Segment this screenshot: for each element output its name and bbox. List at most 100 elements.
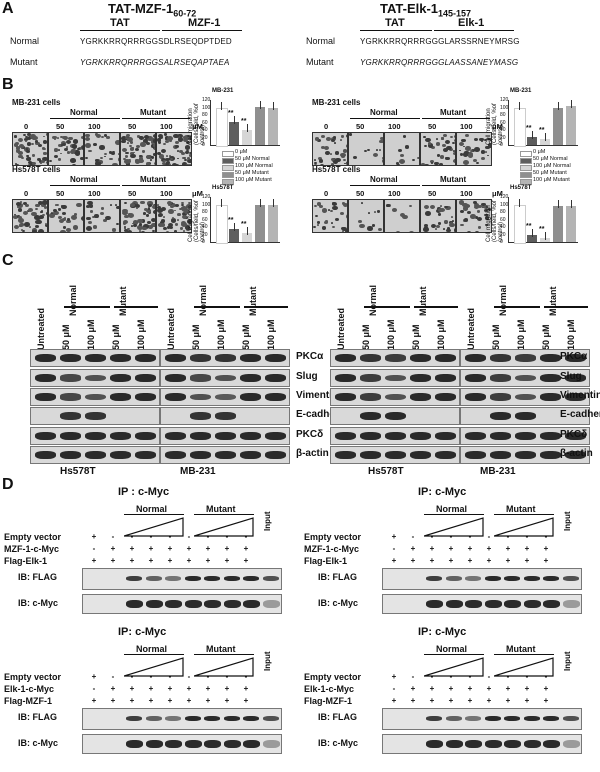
cell-blob xyxy=(50,211,54,214)
seg-mzf-left: MZF-1 xyxy=(188,17,221,29)
cell-blob xyxy=(476,216,483,222)
protein-band xyxy=(223,576,240,581)
cell-blob xyxy=(118,152,119,155)
protein-band xyxy=(385,451,406,459)
protein-band xyxy=(215,432,236,440)
cell-blob xyxy=(315,137,320,141)
cell-blob xyxy=(462,152,469,157)
blot-strip xyxy=(460,446,590,464)
minus-sign: - xyxy=(487,672,491,681)
legend-swatch xyxy=(222,165,234,171)
bar xyxy=(268,107,278,145)
protein-band xyxy=(265,451,286,459)
cell-line-label: MB-231 cells xyxy=(312,98,361,107)
dose-label: 100 xyxy=(88,122,101,131)
cell-blob xyxy=(13,143,19,147)
bar xyxy=(229,121,239,145)
lane-label: 50 μM xyxy=(411,324,421,350)
cell-blob xyxy=(167,204,171,207)
cell-blob xyxy=(449,223,455,228)
cell-blob xyxy=(321,134,326,138)
cell-blob xyxy=(134,148,139,152)
condition-label: Elk-1-c-Myc xyxy=(304,684,355,694)
cell-blob xyxy=(14,141,19,146)
protein-band xyxy=(435,432,456,440)
minus-sign: - xyxy=(149,672,153,681)
cell-blob xyxy=(42,135,46,138)
cell-blob xyxy=(180,231,183,232)
protein-band xyxy=(135,354,156,362)
plus-sign: + xyxy=(429,556,435,565)
cell-blob xyxy=(481,150,486,154)
dose-label: 0 xyxy=(24,122,29,131)
protein-band xyxy=(504,740,521,748)
protein-band xyxy=(562,716,579,721)
plus-sign: + xyxy=(91,532,97,541)
cell-blob xyxy=(458,149,461,152)
cell-blob xyxy=(53,212,58,216)
protein-band xyxy=(540,374,561,382)
error-bar xyxy=(260,100,261,109)
cell-blob xyxy=(129,140,133,144)
cell-blob xyxy=(85,137,91,141)
cell-blob xyxy=(474,216,478,219)
cell-blob xyxy=(95,158,100,163)
cell-blob xyxy=(179,207,182,211)
cell-blob xyxy=(20,145,25,149)
protein-band xyxy=(360,412,381,420)
normal-line xyxy=(424,654,484,655)
cell-blob xyxy=(66,228,71,232)
protein-label: E-cadherin xyxy=(296,409,348,420)
cell-blob xyxy=(25,147,28,150)
cell-blob xyxy=(172,133,179,139)
protein-band xyxy=(490,393,511,401)
protein-band xyxy=(504,716,520,721)
legend-swatch xyxy=(222,179,234,185)
protein-band xyxy=(504,576,520,581)
cell-blob xyxy=(69,150,76,155)
plus-sign: + xyxy=(448,556,454,565)
protein-band xyxy=(223,716,240,721)
cell-blob xyxy=(441,143,446,148)
plus-sign: + xyxy=(243,684,249,693)
cell-blob xyxy=(184,145,191,150)
cell-blob xyxy=(484,138,487,141)
cell-blob xyxy=(164,140,169,144)
cell-blob xyxy=(454,135,455,139)
lane-label: 50 μM xyxy=(61,324,71,350)
protein-band xyxy=(385,411,406,421)
y-tick-label: 80 xyxy=(202,209,208,215)
input-label: Input xyxy=(563,651,572,671)
protein-band xyxy=(110,451,131,459)
cell-blob xyxy=(328,209,331,211)
plus-sign: + xyxy=(148,684,154,693)
cell-blob xyxy=(143,208,148,212)
blot-strip xyxy=(160,446,290,464)
mutant-wedge xyxy=(194,657,254,677)
cell-blob xyxy=(454,138,455,143)
blot-strip-flag xyxy=(382,708,582,730)
protein-band xyxy=(465,432,486,440)
cell-blob xyxy=(150,144,155,149)
cell-blob xyxy=(464,146,471,151)
cell-blob xyxy=(483,205,488,209)
y-tick-label: 120 xyxy=(500,97,509,103)
cell-blob xyxy=(458,142,464,147)
cell-blob xyxy=(143,134,149,139)
cell-blob xyxy=(386,203,390,207)
normal-line xyxy=(124,514,184,515)
legend-text: 50 μM Mutant xyxy=(235,170,269,176)
cell-blob xyxy=(444,140,451,145)
cell-blob xyxy=(60,229,67,232)
cell-blob xyxy=(319,204,324,208)
plus-sign: + xyxy=(224,684,230,693)
cell-blob xyxy=(17,138,23,143)
mutant-line xyxy=(122,118,190,119)
protein-band xyxy=(85,393,106,401)
cell-blob xyxy=(462,206,469,211)
cell-blob xyxy=(28,163,31,165)
cell-blob xyxy=(71,144,78,149)
cell-blob xyxy=(367,226,373,231)
cell-blob xyxy=(18,150,24,155)
cell-blob xyxy=(404,145,410,149)
